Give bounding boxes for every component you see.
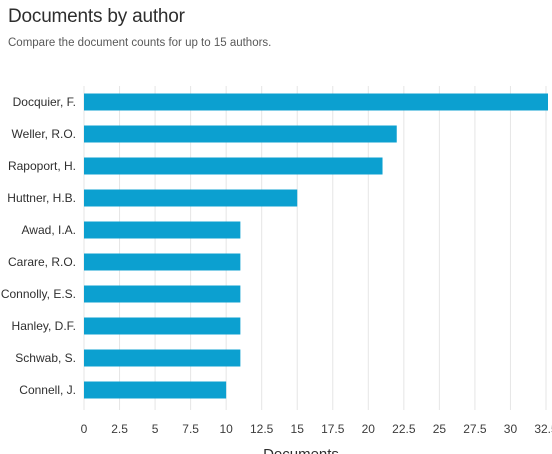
x-tick-label: 25 (433, 422, 447, 436)
bar-carare-r-o[interactable] (84, 253, 241, 271)
x-tick-label: 0 (81, 422, 88, 436)
x-tick-label: 5 (152, 422, 159, 436)
category-label: Carare, R.O. (8, 255, 76, 269)
bar-docquier-f[interactable] (84, 93, 548, 111)
x-tick-labels: 0 2.5 5 7.5 10 12.5 15 17.5 20 22.5 25 27.5 30 32.5 (81, 422, 552, 436)
bar-hanley-d-f[interactable] (84, 317, 241, 335)
x-tick-label: 27.5 (463, 422, 487, 436)
x-tick-label: 7.5 (182, 422, 199, 436)
bar-schwab-s[interactable] (84, 349, 241, 367)
category-label: Huttner, H.B. (7, 191, 76, 205)
x-tick-label: 2.5 (111, 422, 128, 436)
category-labels: Docquier, F. Weller, R.O. Rapoport, H. Hutt… (1, 95, 76, 397)
bars (84, 93, 548, 399)
x-tick-label: 32.5 (534, 422, 552, 436)
x-tick-label: 30 (504, 422, 518, 436)
category-label: Connell, J. (19, 383, 76, 397)
chart-title: Documents by author (8, 6, 185, 27)
bar-connell-j[interactable] (84, 381, 227, 399)
bar-rapoport-h[interactable] (84, 157, 383, 175)
bar-connolly-e-s[interactable] (84, 285, 241, 303)
category-label: Rapoport, H. (8, 159, 76, 173)
x-tick-label: 12.5 (250, 422, 274, 436)
x-tick-label: 17.5 (321, 422, 345, 436)
x-tick-label: 10 (219, 422, 233, 436)
chart-subtitle: Compare the document counts for up to 15… (8, 37, 272, 49)
bar-huttner-h-b[interactable] (84, 189, 298, 207)
category-label: Awad, I.A. (22, 223, 76, 237)
category-label: Connolly, E.S. (1, 287, 76, 301)
category-label: Weller, R.O. (12, 127, 76, 141)
x-tick-label: 15 (291, 422, 305, 436)
x-tick-label: 20 (362, 422, 376, 436)
x-axis-title: Documents (263, 446, 339, 454)
x-tick-label: 22.5 (392, 422, 416, 436)
bar-awad-i-a[interactable] (84, 221, 241, 239)
bar-weller-r-o[interactable] (84, 125, 397, 143)
category-label: Schwab, S. (15, 351, 76, 365)
category-label: Docquier, F. (13, 95, 76, 109)
category-label: Hanley, D.F. (12, 319, 76, 333)
